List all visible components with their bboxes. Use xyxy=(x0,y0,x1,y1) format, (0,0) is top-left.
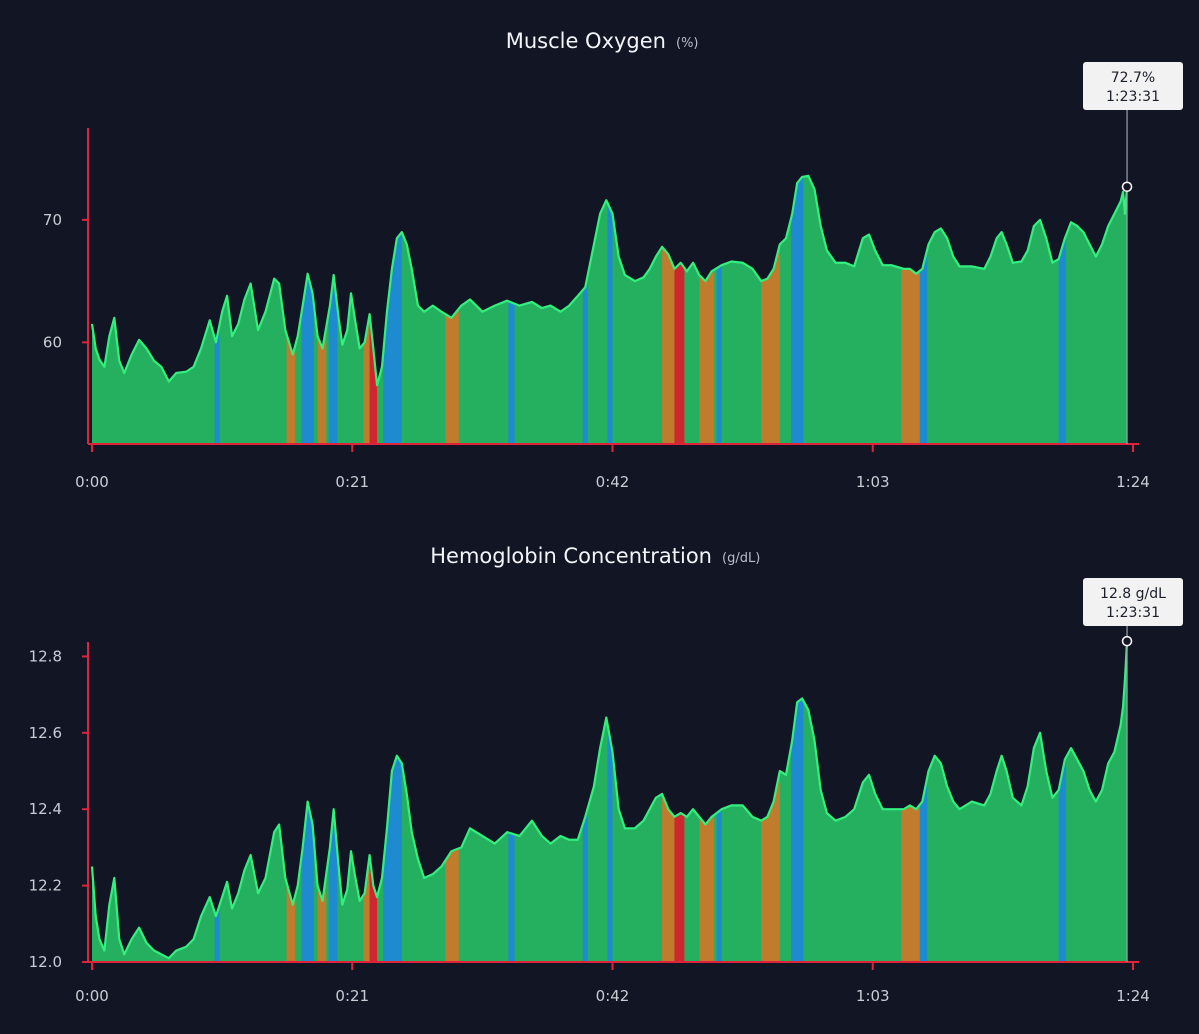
zone-band-blue xyxy=(383,232,402,444)
tooltip-box xyxy=(1083,62,1183,110)
zone-band-blue xyxy=(214,323,220,444)
zone-band-blue xyxy=(582,808,588,962)
zone-band-blue xyxy=(582,274,588,444)
x-tick-label: 1:24 xyxy=(1116,987,1150,1005)
series-line xyxy=(90,641,1129,960)
zone-band-blue xyxy=(383,755,402,962)
zone-band-blue xyxy=(790,698,804,962)
zone-band-red xyxy=(369,855,378,962)
zone-band-orange xyxy=(445,308,459,444)
zone-band-orange xyxy=(761,244,780,444)
x-tick-label: 0:21 xyxy=(335,987,369,1005)
x-tick-label: 1:03 xyxy=(856,473,890,491)
zone-band-blue xyxy=(716,809,722,962)
zone-band-blue xyxy=(919,249,928,444)
y-tick-label: 12.8 xyxy=(29,647,62,665)
muscle-oxygen-chart: Muscle Oxygen (%) 60 70 0:00 0:21 0:42 1:03 1:… xyxy=(43,29,1183,491)
zone-band-blue xyxy=(716,265,722,444)
zone-band-orange xyxy=(699,814,715,962)
zone-band-blue xyxy=(301,273,314,444)
chart-title: Muscle Oxygen xyxy=(506,29,666,53)
y-tick-label: 70 xyxy=(43,211,62,229)
x-tick-label: 0:00 xyxy=(75,473,109,491)
x-tick-label: 0:21 xyxy=(335,473,369,491)
x-tick-label: 0:42 xyxy=(596,473,630,491)
x-tick-label: 1:24 xyxy=(1116,473,1150,491)
y-tick-label: 12.6 xyxy=(29,724,62,742)
zone-band-red xyxy=(674,813,685,962)
hover-point[interactable] xyxy=(1121,635,1133,647)
zone-band-orange xyxy=(901,268,920,444)
zone-band-blue xyxy=(328,274,338,444)
chart-title: Hemoglobin Concentration xyxy=(430,544,712,568)
chart-unit: (g/dL) xyxy=(722,551,760,566)
zone-band-blue xyxy=(301,801,314,962)
zone-band-orange xyxy=(286,882,296,962)
zone-band-blue xyxy=(919,777,928,962)
tooltip-time: 1:23:31 xyxy=(1106,89,1160,105)
zone-band-orange xyxy=(699,269,715,444)
zone-band-orange xyxy=(761,771,780,962)
zone-band-orange xyxy=(662,793,675,962)
zone-band-blue xyxy=(607,724,613,962)
zone-band-blue xyxy=(508,301,515,444)
x-tick-label: 1:03 xyxy=(856,987,890,1005)
zone-band-orange xyxy=(363,855,370,962)
zone-band-orange xyxy=(317,327,327,444)
zone-band-red xyxy=(369,314,378,444)
y-tick-label: 60 xyxy=(43,333,62,351)
tooltip-value: 12.8 g/dL xyxy=(1100,586,1166,602)
zone-band-orange xyxy=(363,314,370,444)
zone-band-blue xyxy=(214,904,220,962)
series-line xyxy=(90,174,1129,387)
y-tick-label: 12.4 xyxy=(29,800,62,818)
zone-band-blue xyxy=(790,176,804,444)
zone-band-blue xyxy=(1058,757,1067,962)
tooltip-value: 72.7% xyxy=(1111,70,1155,86)
zone-band-orange xyxy=(662,246,675,444)
x-tick-label: 0:00 xyxy=(75,987,109,1005)
hemoglobin-chart: Hemoglobin Concentration (g/dL) 12.0 12.2… xyxy=(29,544,1183,1005)
chart-unit: (%) xyxy=(676,36,699,51)
x-tick-label: 0:42 xyxy=(596,987,630,1005)
zone-band-red xyxy=(674,262,685,444)
zone-band-orange xyxy=(901,804,920,962)
tooltip-time: 1:23:31 xyxy=(1106,605,1160,621)
y-tick-label: 12.0 xyxy=(29,953,62,971)
zone-band-orange xyxy=(286,334,296,444)
tooltip-box xyxy=(1083,578,1183,626)
zone-band-blue xyxy=(607,202,613,444)
hover-point[interactable] xyxy=(1121,181,1133,193)
y-tick-label: 12.2 xyxy=(29,877,62,895)
zone-band-orange xyxy=(445,848,459,962)
zone-band-blue xyxy=(508,832,515,962)
zone-band-blue xyxy=(1058,235,1067,444)
